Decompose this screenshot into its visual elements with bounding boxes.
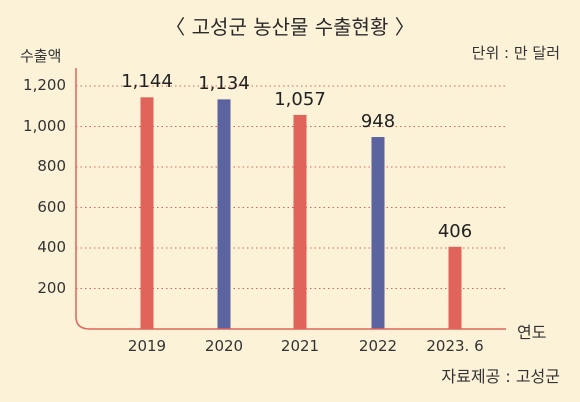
y-tick-label: 400 [37,238,66,256]
bar-1 [140,97,154,329]
x-tick-label: 2020 [204,337,244,355]
bar-2 [217,99,231,330]
data-label: 1,057 [274,88,326,110]
data-label: 948 [360,111,396,133]
y-tick-label: 800 [37,157,66,175]
bars [140,97,462,330]
data-label: 406 [437,220,473,242]
data-label: 1,134 [198,73,250,95]
chart-title: 〈 고성군 농산물 수출현황 〉 [165,15,415,39]
x-axis-label: 연도 [517,323,547,342]
y-tick-label: 1,000 [23,116,66,135]
bar-4 [371,137,385,329]
x-tick-label: 2022 [358,337,398,355]
axis-line [75,68,506,330]
y-tick-label: 600 [37,197,66,216]
y-tick-label: 200 [37,278,66,297]
bar-5 [448,246,462,329]
unit-label: 단위 : 만 달러 [471,44,560,62]
bar-3 [293,114,307,330]
data-label: 1,144 [121,71,173,93]
y-tick-label: 1,200 [23,76,66,94]
source-note: 자료제공 : 고성군 [441,367,560,386]
x-tick-label: 2019 [127,337,167,355]
axes [75,68,506,330]
x-tick-label: 2023. 6 [426,337,484,355]
y-axis-label: 수출액 [20,47,62,65]
x-tick-label: 2021 [280,337,320,355]
